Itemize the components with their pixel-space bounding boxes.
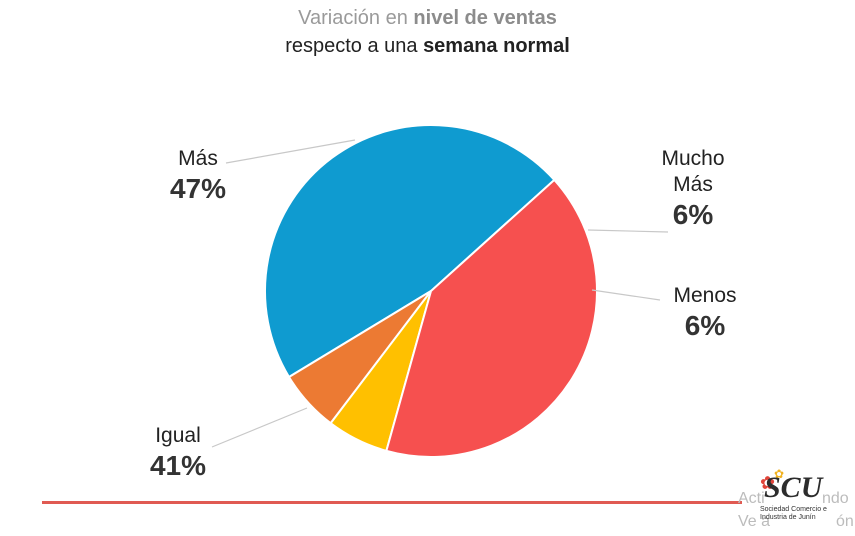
leader-line-mucho-mas [587,229,669,233]
watermark-text-4: ón [836,513,854,530]
logo-small-flower-icon: ✿ [774,467,785,481]
title-line-2: respecto a una semana normal [285,35,570,57]
slice-name-mucho-mas-line1: Mucho [661,147,725,170]
slice-value-mas: 47% [169,173,227,204]
scu-logo: ✿ ✿ SCU Sociedad Comercio e Industria de… [752,468,847,532]
slice-label-mas: Más 47% [160,146,236,206]
slice-value-igual: 41% [149,450,207,481]
leader-line-mas [225,139,356,164]
title-line-1: Variación en nivel de ventas [298,7,557,29]
leader-line-menos [591,289,661,301]
footer-divider [42,501,742,504]
pie-slice-mas [264,124,556,379]
slice-value-menos: 6% [684,310,726,341]
watermark-text-2: ndo [822,490,849,507]
watermark-text-1: Acti [738,490,765,507]
logo-flower-icon: ✿ [760,473,776,493]
logo-wordmark: SCU [764,471,823,504]
slice-name-mucho-mas-line2: Más [673,173,713,196]
pie-slice-igual [385,178,598,458]
slice-label-igual: Igual 41% [140,423,216,483]
slice-label-mucho-mas: Mucho Más 6% [648,146,738,232]
leader-line-igual [211,407,308,448]
logo-subtitle: Sociedad Comercio e Industria de Junín [760,506,827,521]
slice-value-mucho-mas: 6% [672,199,714,230]
slice-name-igual: Igual [155,424,201,447]
chart-title: Variación en nivel de ventas respecto a … [0,4,855,60]
watermark-text-3: Ve a [738,513,771,530]
slice-label-menos: Menos 6% [660,283,750,343]
slice-name-menos: Menos [673,284,737,307]
slice-name-mas: Más [178,147,218,170]
